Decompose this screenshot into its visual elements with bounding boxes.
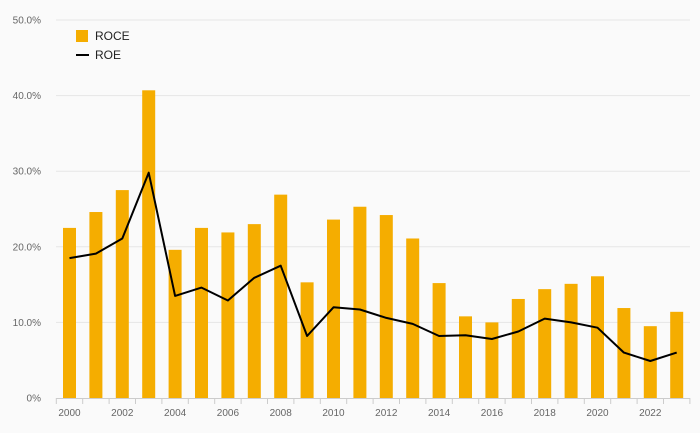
x-tick-label: 2000 xyxy=(58,408,81,419)
roce-bar xyxy=(221,232,235,398)
y-axis: 0% 10.0% 20.0% 30.0% 40.0% 50.0% xyxy=(13,16,41,405)
roce-bar xyxy=(511,298,525,398)
roce-bar xyxy=(485,322,499,398)
x-tick-label: 2012 xyxy=(375,408,398,419)
x-tick-label: 2020 xyxy=(586,408,609,419)
y-tick-label: 50.0% xyxy=(13,16,41,27)
roce-bar xyxy=(379,215,393,398)
roce-bars xyxy=(63,90,684,399)
roce-bar xyxy=(327,219,340,398)
legend-roce-label: ROCE xyxy=(95,29,130,43)
roce-bar xyxy=(247,224,261,398)
gridlines xyxy=(56,19,690,323)
roce-bar xyxy=(591,276,604,398)
roce-bar xyxy=(643,326,657,398)
legend-roe-label: ROE xyxy=(95,48,121,62)
roce-bar xyxy=(142,90,156,399)
y-tick-label: 20.0% xyxy=(13,242,41,253)
y-tick-label: 40.0% xyxy=(13,91,41,102)
x-tick-label: 2008 xyxy=(270,408,293,419)
roce-bar xyxy=(300,282,314,398)
y-tick-label: 30.0% xyxy=(13,167,41,178)
roe-line-group xyxy=(69,171,678,362)
x-tick-label: 2002 xyxy=(111,408,134,419)
x-tick-label: 2016 xyxy=(481,408,504,419)
x-tick-label: 2022 xyxy=(639,408,662,419)
roce-bar xyxy=(89,212,103,398)
roce-bar xyxy=(432,283,446,398)
x-tick-label: 2018 xyxy=(534,408,557,419)
roce-bar xyxy=(538,289,552,398)
roce-bar xyxy=(195,227,208,398)
x-tick-label: 2010 xyxy=(322,408,345,419)
x-tick-label: 2006 xyxy=(217,408,240,419)
roce-bar xyxy=(670,311,684,398)
roce-bar xyxy=(406,238,420,398)
legend-roce-swatch xyxy=(76,30,88,42)
roce-bar xyxy=(63,227,76,398)
x-tick-label: 2014 xyxy=(428,408,451,419)
roce-bar xyxy=(459,316,472,398)
roce-bar xyxy=(564,283,578,398)
roce-bar xyxy=(115,190,129,398)
roce-bar xyxy=(168,249,182,398)
roce-bar xyxy=(274,194,288,398)
legend: ROCE ROE xyxy=(76,29,130,62)
roce-bar xyxy=(353,206,367,398)
roe-line xyxy=(69,171,678,362)
x-axis: 2000 2002 2004 2006 2008 2010 2012 2014 2016 2018… xyxy=(55,398,691,419)
y-tick-label: 10.0% xyxy=(13,318,41,329)
y-tick-label: 0% xyxy=(27,394,42,405)
x-tick-label: 2004 xyxy=(164,408,187,419)
